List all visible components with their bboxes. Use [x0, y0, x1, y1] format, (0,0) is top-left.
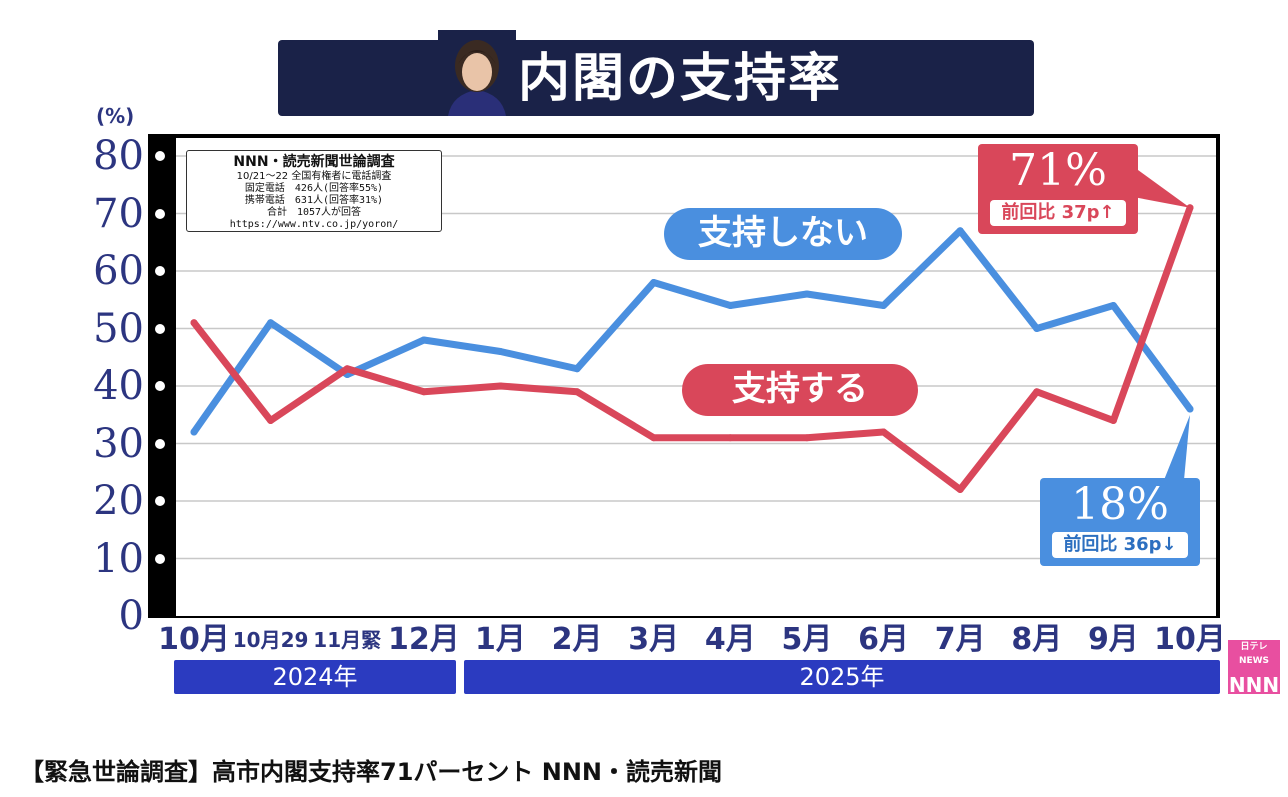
x-tick-label-4: 1月 [475, 622, 526, 657]
data-point-disapprove-13 [1186, 405, 1194, 413]
nnn-logo: 日テレNEWS NNN [1228, 640, 1280, 697]
data-point-disapprove-1 [267, 319, 275, 327]
data-point-disapprove-12 [1109, 302, 1117, 309]
survey-line-4: 合計 1057人が回答 [266, 207, 362, 218]
x-tick-label-13: 10月 [1154, 622, 1226, 657]
data-point-approve-1 [267, 417, 275, 424]
data-point-disapprove-9 [880, 302, 888, 309]
data-point-disapprove-5 [573, 365, 581, 373]
data-point-approve-7 [726, 434, 734, 442]
y-tick-marker [155, 323, 165, 334]
disapprove-value: 18% [1071, 479, 1169, 530]
data-point-disapprove-10 [956, 227, 964, 235]
y-tick-marker [155, 438, 165, 449]
data-point-disapprove-0 [190, 428, 198, 436]
data-point-disapprove-6 [650, 279, 658, 286]
data-point-approve-11 [1033, 388, 1041, 396]
disapprove-change: 前回比 36p↓ [1052, 532, 1188, 558]
y-tick-label-20: 20 [93, 478, 144, 524]
data-point-disapprove-4 [496, 348, 504, 355]
title-banner [278, 40, 1034, 116]
year-label-2025: 2025年 [464, 660, 1220, 694]
survey-info-box: NNN・読売新聞世論調査 10/21〜22 全国有権者に電話調査 固定電話 42… [186, 150, 442, 232]
series-label-disapprove: 支持しない [664, 208, 902, 260]
y-tick-marker [155, 266, 165, 276]
data-point-disapprove-7 [726, 302, 734, 309]
survey-line-5: https://www.ntv.co.jp/yoron/ [229, 219, 399, 230]
x-tick-label-0: 10月 [158, 622, 230, 657]
data-point-disapprove-11 [1033, 325, 1041, 332]
x-tick-label-12: 9月 [1087, 622, 1139, 657]
y-tick-marker [155, 553, 165, 564]
data-point-approve-10 [956, 486, 964, 493]
y-tick-marker [155, 496, 165, 506]
y-tick-label-70: 70 [93, 190, 144, 237]
y-tick-label-80: 80 [93, 133, 144, 179]
disapprove-callout: 18% 前回比 36p↓ [1040, 478, 1200, 566]
y-tick-marker [155, 151, 165, 161]
data-point-approve-5 [573, 388, 581, 396]
portrait-image [438, 30, 516, 116]
series-line-disapprove [190, 227, 1194, 436]
year-label-2024: 2024年 [174, 660, 456, 694]
x-tick-label-7: 4月 [704, 622, 756, 657]
data-point-approve-2 [343, 365, 351, 373]
approve-change: 前回比 37p↑ [990, 200, 1126, 226]
data-point-approve-3 [420, 388, 428, 396]
y-tick-label-10: 10 [93, 535, 144, 582]
x-tick-label-6: 3月 [628, 622, 680, 657]
data-point-approve-4 [496, 382, 504, 390]
logo-main-text: NNN [1228, 673, 1280, 697]
disapprove-callout-pointer [1164, 415, 1190, 480]
data-point-approve-13 [1186, 204, 1194, 212]
x-tick-label-10: 7月 [934, 622, 986, 657]
logo-top-text: 日テレNEWS [1238, 642, 1270, 666]
y-tick-marker [155, 208, 165, 219]
x-tick-label-3: 12月 [387, 622, 460, 657]
y-tick-label-30: 30 [93, 420, 144, 467]
y-tick-label-60: 60 [93, 248, 144, 294]
chart-title: 内閣の支持率 [518, 49, 843, 109]
video-caption: 【緊急世論調査】高市内閣支持率71パーセント NNN・読売新聞 [20, 758, 723, 786]
approve-callout: 71% 前回比 37p↑ [978, 144, 1138, 234]
y-axis-unit: (%) [96, 104, 135, 128]
survey-line-1: 10/21〜22 全国有権者に電話調査 [236, 171, 392, 182]
approve-callout-pointer [1128, 170, 1190, 208]
survey-line-2: 固定電話 426人(回答率55%) [244, 183, 384, 194]
x-tick-label-5: 2月 [551, 622, 603, 657]
series-label-approve: 支持する [682, 364, 918, 416]
x-tick-label-11: 8月 [1011, 622, 1063, 657]
y-tick-label-50: 50 [93, 305, 144, 352]
series-line-approve [190, 204, 1194, 493]
data-point-approve-8 [803, 434, 811, 442]
data-point-approve-6 [650, 434, 658, 442]
data-point-disapprove-3 [420, 336, 428, 344]
data-point-approve-12 [1109, 417, 1117, 424]
x-tick-label-9: 6月 [858, 622, 909, 657]
data-point-disapprove-8 [803, 290, 811, 298]
x-tick-label-8: 5月 [781, 622, 833, 657]
approve-value: 71% [1009, 145, 1107, 196]
y-tick-label-40: 40 [93, 363, 144, 409]
data-point-approve-9 [880, 428, 888, 436]
survey-line-3: 携帯電話 631人(回答率31%) [244, 195, 384, 206]
y-tick-label-0: 0 [118, 593, 144, 639]
survey-heading: NNN・読売新聞世論調査 [233, 154, 395, 170]
y-tick-marker [155, 381, 165, 391]
data-point-approve-0 [190, 319, 198, 327]
